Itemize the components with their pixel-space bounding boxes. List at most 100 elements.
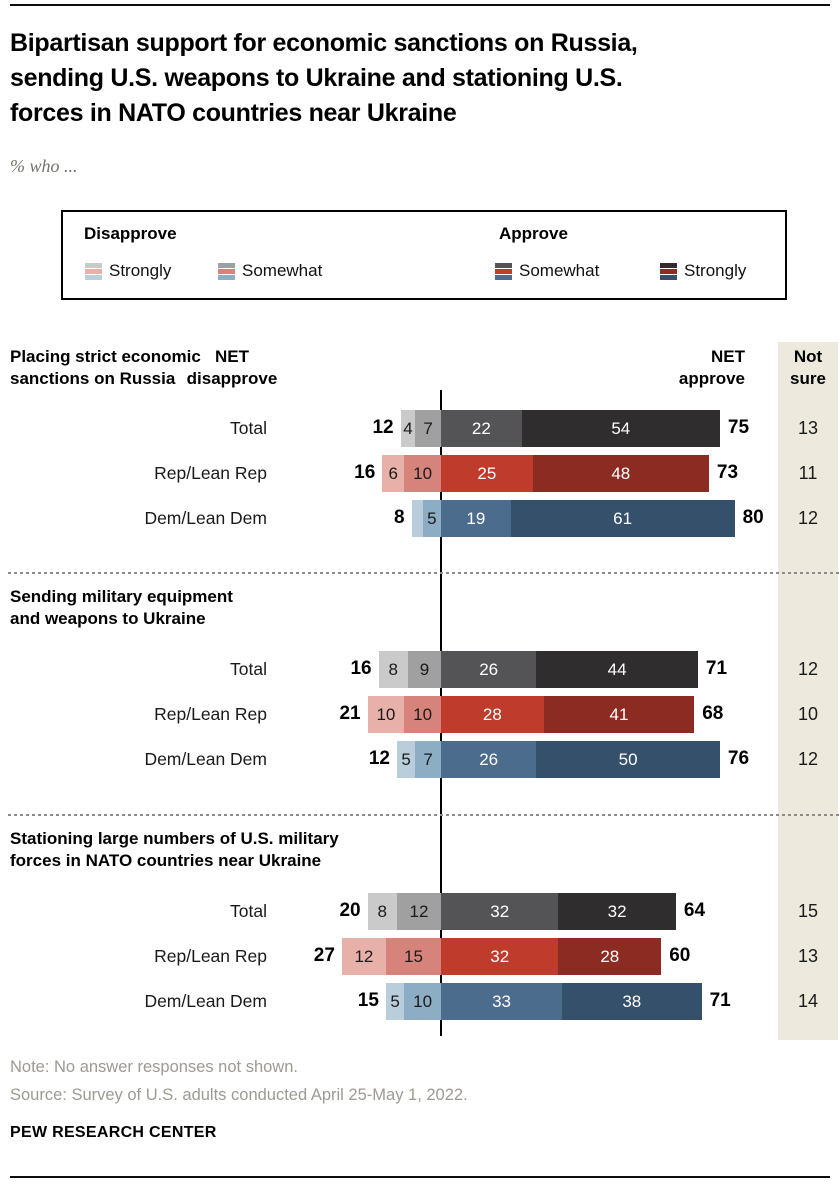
- segment-somewhat-disapprove: 7: [415, 741, 441, 778]
- bottom-rule: [10, 1176, 830, 1178]
- legend-swatch-stripe: [218, 274, 235, 280]
- section-title: Sending military equipment and weapons t…: [10, 587, 233, 628]
- bar-dem-lean-dem: 5 10 33 38: [385, 983, 702, 1020]
- net-disapprove-value: 12: [368, 748, 390, 769]
- bar-dem-lean-dem: 5 19 61: [411, 500, 735, 537]
- net-disapprove-value: 8: [394, 507, 405, 528]
- net-approve-value: 80: [742, 507, 764, 528]
- legend-swatch-stripe: [660, 262, 677, 268]
- segment-strongly-approve: 48: [532, 455, 709, 492]
- segment-strongly-disapprove: 6: [382, 455, 405, 492]
- segment-value: 32: [490, 947, 510, 966]
- net-disapprove-value: 16: [350, 658, 372, 679]
- segment-value: 9: [419, 660, 430, 679]
- segment-somewhat-approve: 32: [440, 938, 559, 975]
- top-rule: [10, 4, 830, 6]
- segment-somewhat-approve: 26: [440, 651, 537, 688]
- legend-swatch-icon: [85, 262, 102, 280]
- segment-value: 7: [423, 750, 433, 769]
- segment-strongly-disapprove: 8: [367, 893, 397, 930]
- section-title: Placing strict economic sanctions on Rus…: [10, 347, 201, 388]
- not-sure-value: 10: [797, 704, 819, 724]
- legend-swatch-stripe: [660, 274, 677, 280]
- not-sure-value: 13: [797, 946, 819, 966]
- page-title: Bipartisan support for economic sanction…: [10, 29, 638, 127]
- net-approve-value: 71: [709, 990, 731, 1011]
- segment-value: 32: [490, 902, 510, 921]
- segment-value: 44: [607, 660, 627, 679]
- legend-item-label: Strongly: [109, 261, 172, 280]
- row-label-total: Total: [230, 659, 267, 679]
- segment-somewhat-disapprove: 15: [385, 938, 441, 975]
- segment-value: 25: [477, 464, 497, 483]
- segment-value: 6: [388, 464, 398, 483]
- net-disapprove-value: 20: [339, 900, 361, 921]
- net-approve-value: 60: [669, 945, 691, 966]
- segment-value: 10: [376, 705, 396, 724]
- segment-strongly-approve: 38: [562, 983, 702, 1020]
- segment-strongly-approve: 54: [521, 410, 720, 447]
- segment-value: 5: [390, 992, 400, 1011]
- segment-value: 26: [479, 750, 499, 769]
- legend-item-label: Strongly: [684, 261, 747, 280]
- segment-value: 7: [423, 419, 433, 438]
- bar-rep-lean-rep: 10 10 28 41: [367, 696, 695, 733]
- segment-somewhat-approve: 25: [440, 455, 533, 492]
- segment-somewhat-disapprove: 5: [422, 500, 441, 537]
- segment-strongly-disapprove: 10: [367, 696, 405, 733]
- bar-total: 8 9 26 44: [378, 651, 698, 688]
- segment-strongly-approve: 50: [536, 741, 720, 778]
- net-disapprove-value: 27: [313, 945, 335, 966]
- segment-value: 15: [404, 947, 423, 966]
- row-label-rep-lean-rep: Rep/Lean Rep: [154, 704, 267, 724]
- row-label-total: Total: [230, 418, 267, 438]
- chart-source: Source: Survey of U.S. adults conducted …: [10, 1086, 468, 1104]
- not-sure-column-band: [778, 342, 838, 1040]
- bar-total: 8 12 32 32: [367, 893, 676, 930]
- segment-value: 10: [413, 705, 433, 724]
- net-disapprove-value: 16: [354, 462, 376, 483]
- segment-value: 41: [609, 705, 629, 724]
- not-sure-value: 12: [797, 749, 819, 769]
- legend-swatch-stripe: [218, 262, 235, 268]
- net-disapprove-value: 12: [372, 417, 394, 438]
- segment-somewhat-disapprove: 10: [404, 983, 441, 1020]
- segment-value: 28: [482, 705, 502, 724]
- row-label-total: Total: [230, 901, 267, 921]
- chart-note: Note: No answer responses not shown.: [10, 1058, 298, 1076]
- segment-value: 4: [403, 419, 413, 438]
- segment-value: 48: [611, 464, 631, 483]
- segment-value: 26: [479, 660, 499, 679]
- legend-swatch-stripe: [85, 262, 102, 268]
- legend: Disapprove Approve Strongly Somewhat Som…: [61, 210, 787, 300]
- segment-value: 8: [377, 902, 387, 921]
- segment-somewhat-disapprove: 10: [404, 696, 441, 733]
- segment-strongly-disapprove: 5: [385, 983, 405, 1020]
- column-header-not-sure: Not sure: [790, 347, 826, 388]
- legend-swatch-stripe: [660, 268, 677, 274]
- segment-somewhat-disapprove: 12: [396, 893, 441, 930]
- net-approve-value: 71: [705, 658, 728, 679]
- not-sure-value: 12: [797, 659, 819, 679]
- segment-value: 10: [413, 992, 433, 1011]
- legend-item-label: Somewhat: [242, 261, 323, 280]
- segment-somewhat-approve: 33: [440, 983, 563, 1020]
- segment-value: 5: [401, 750, 411, 769]
- row-label-rep-lean-rep: Rep/Lean Rep: [154, 946, 267, 966]
- legend-item-disapprove-somewhat: Somewhat: [218, 261, 322, 281]
- row-label-rep-lean-rep: Rep/Lean Rep: [154, 463, 267, 483]
- segment-value: 10: [413, 464, 433, 483]
- segment-value: 22: [471, 419, 491, 438]
- bar-total: 4 7 22 54: [400, 410, 720, 447]
- net-approve-value: 68: [702, 703, 724, 724]
- legend-swatch-icon: [495, 262, 512, 280]
- legend-swatch-stripe: [495, 268, 512, 274]
- segment-strongly-approve: 32: [558, 893, 676, 930]
- net-approve-value: 73: [716, 462, 739, 483]
- segment-value: 5: [427, 509, 437, 528]
- section-separator: [8, 814, 840, 816]
- segment-strongly-approve: 61: [510, 500, 735, 537]
- net-disapprove-value: 21: [339, 703, 361, 724]
- segment-somewhat-approve: 22: [440, 410, 522, 447]
